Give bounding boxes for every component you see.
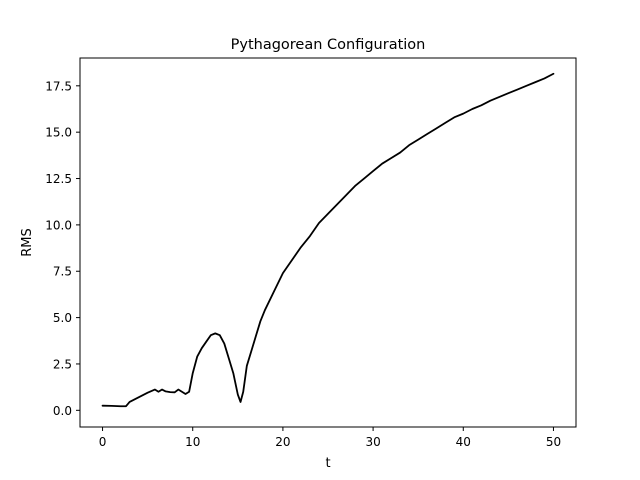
y-tick-label: 0.0 bbox=[53, 404, 72, 418]
x-axis: 0 10 20 30 40 50 bbox=[99, 427, 561, 449]
y-tick-label: 15.0 bbox=[45, 126, 72, 140]
y-tick-label: 17.5 bbox=[45, 79, 72, 93]
y-tick-label: 2.5 bbox=[53, 357, 72, 371]
y-axis: 0.0 2.5 5.0 7.5 10.0 12.5 15.0 17.5 bbox=[45, 79, 80, 418]
x-tick-label: 30 bbox=[365, 435, 380, 449]
x-axis-label: t bbox=[325, 456, 330, 471]
y-tick-label: 5.0 bbox=[53, 311, 72, 325]
x-tick-label: 50 bbox=[546, 435, 561, 449]
y-tick-label: 10.0 bbox=[45, 218, 72, 232]
y-axis-label: RMS bbox=[20, 228, 35, 257]
y-tick-label: 7.5 bbox=[53, 265, 72, 279]
x-tick-label: 0 bbox=[99, 435, 107, 449]
x-tick-label: 10 bbox=[185, 435, 200, 449]
y-tick-label: 12.5 bbox=[45, 172, 72, 186]
x-tick-label: 20 bbox=[275, 435, 290, 449]
x-tick-label: 40 bbox=[456, 435, 471, 449]
chart-title: Pythagorean Configuration bbox=[231, 37, 426, 53]
series-line bbox=[101, 72, 555, 408]
plot-area-frame bbox=[79, 57, 577, 428]
